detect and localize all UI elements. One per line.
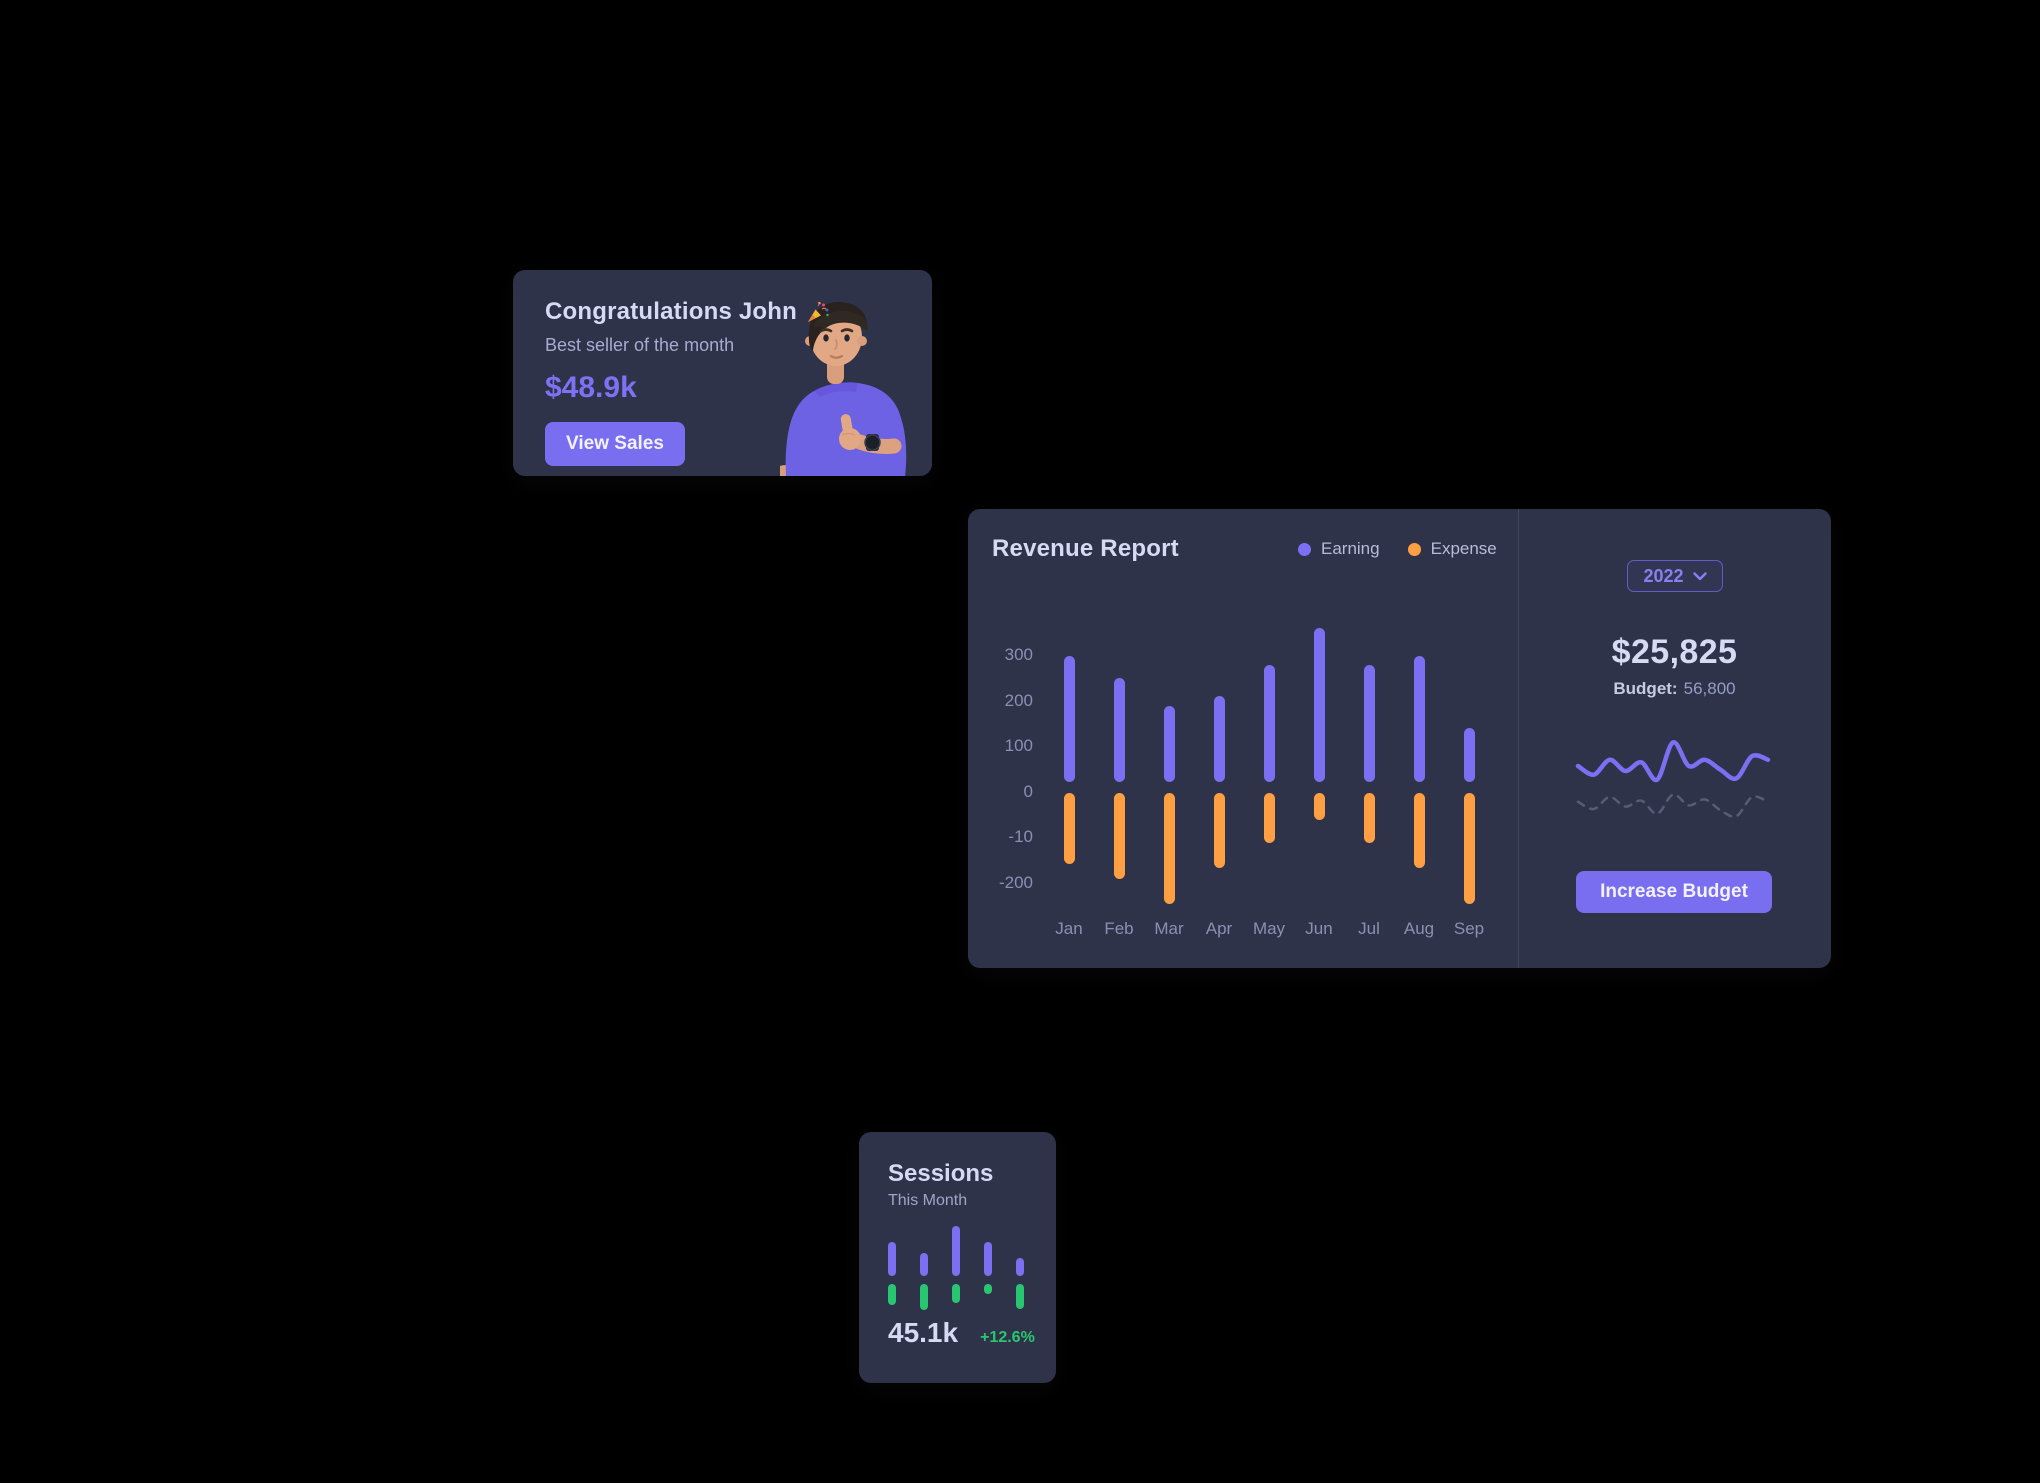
earning-bar bbox=[1213, 696, 1225, 782]
sessions-stats: 45.1k +12.6% bbox=[888, 1317, 1035, 1349]
john-illustration bbox=[780, 302, 907, 476]
budget-line-solid bbox=[1575, 740, 1771, 783]
earning-bar bbox=[1313, 628, 1325, 782]
expense-bar bbox=[1413, 793, 1425, 869]
sessions-up-bar bbox=[888, 1242, 896, 1276]
sessions-title: Sessions bbox=[888, 1160, 994, 1187]
congrats-amount: $48.9k bbox=[545, 371, 637, 404]
year-select[interactable]: 2022 bbox=[1627, 560, 1723, 592]
congrats-title-text: Congratulations John bbox=[545, 298, 797, 325]
sessions-down-bar bbox=[952, 1284, 960, 1303]
sessions-up-bar bbox=[920, 1252, 928, 1276]
x-axis-label: Jul bbox=[1358, 919, 1380, 938]
sessions-value: 45.1k bbox=[888, 1317, 959, 1348]
sessions-delta: +12.6% bbox=[980, 1329, 1035, 1346]
panel-divider bbox=[1518, 509, 1519, 968]
chevron-down-icon bbox=[1692, 571, 1707, 580]
congrats-card: Congratulations John Best seller of the … bbox=[513, 270, 932, 476]
legend-label: Expense bbox=[1430, 539, 1497, 558]
budget-line-chart bbox=[1575, 740, 1771, 818]
x-axis-label: Mar bbox=[1154, 919, 1184, 938]
y-axis-tick: 300 bbox=[1004, 645, 1033, 664]
sessions-mini-chart bbox=[859, 1132, 1056, 1383]
expense-bar bbox=[1163, 793, 1175, 905]
y-axis-tick: -200 bbox=[998, 872, 1033, 892]
expense-bar bbox=[1113, 793, 1125, 880]
sessions-down-bar bbox=[888, 1284, 896, 1305]
x-axis-label: Feb bbox=[1104, 919, 1134, 938]
sessions-down-bar bbox=[920, 1284, 928, 1310]
revenue-report-card: Revenue Report Earning Expense 300 200 100 0… bbox=[968, 509, 1831, 968]
x-axis-label: Jun bbox=[1305, 919, 1333, 938]
sessions-up-bar bbox=[1016, 1257, 1024, 1276]
revenue-legend: Earning Expense bbox=[1298, 539, 1497, 559]
view-sales-button[interactable]: View Sales bbox=[545, 422, 685, 466]
x-axis-label: Aug bbox=[1403, 919, 1435, 938]
revenue-report-title: Revenue Report bbox=[992, 535, 1179, 562]
sessions-down-bar bbox=[1016, 1284, 1024, 1309]
sessions-subtitle: This Month bbox=[888, 1192, 968, 1209]
expense-bar bbox=[1463, 793, 1475, 905]
year-select-value: 2022 bbox=[1643, 565, 1684, 586]
sessions-up-bar bbox=[984, 1242, 992, 1276]
congrats-subtitle: Best seller of the month bbox=[545, 335, 735, 355]
budget-label: Budget: bbox=[1613, 679, 1678, 698]
budget-value: 56,800 bbox=[1683, 679, 1736, 698]
earning-bar bbox=[1363, 664, 1375, 782]
legend-dot bbox=[1298, 542, 1311, 556]
legend-item-expense: Expense bbox=[1407, 539, 1497, 559]
budget-row: Budget: 56,800 bbox=[1518, 679, 1831, 699]
budget-total: $25,825 bbox=[1611, 633, 1738, 671]
y-axis-tick: 200 bbox=[1004, 690, 1033, 710]
legend-dot bbox=[1407, 542, 1421, 556]
increase-budget-button[interactable]: Increase Budget bbox=[1576, 871, 1772, 913]
x-axis-label: Jan bbox=[1055, 919, 1083, 938]
budget-line-dashed bbox=[1576, 793, 1770, 818]
x-axis-label: Apr bbox=[1205, 919, 1233, 938]
expense-bar bbox=[1313, 793, 1325, 821]
revenue-bar-chart: 300 200 100 0 -10 -200 Jan Feb Mar Apr May Jun Jul Au… bbox=[968, 509, 1518, 968]
party-popper-icon bbox=[808, 301, 829, 322]
earning-bar bbox=[1113, 678, 1125, 782]
earning-bar bbox=[1063, 655, 1075, 782]
x-axis-label: Sep bbox=[1453, 919, 1485, 938]
expense-bar bbox=[1063, 793, 1075, 864]
legend-label: Earning bbox=[1321, 539, 1380, 558]
sessions-down-bar bbox=[984, 1284, 992, 1294]
sessions-card: Sessions This Month 45.1k +12.6% bbox=[859, 1132, 1056, 1383]
sessions-up-bar bbox=[952, 1225, 960, 1276]
expense-bar bbox=[1363, 793, 1375, 844]
earning-bar bbox=[1163, 705, 1175, 782]
expense-bar bbox=[1213, 793, 1225, 869]
x-axis-label: May bbox=[1252, 919, 1286, 938]
legend-item-earning: Earning bbox=[1298, 539, 1380, 559]
earning-bar bbox=[1413, 655, 1425, 782]
y-axis-tick: 100 bbox=[1004, 736, 1033, 755]
earning-bar bbox=[1463, 728, 1475, 782]
y-axis-tick: 0 bbox=[1023, 781, 1033, 801]
y-axis-tick: -10 bbox=[1008, 827, 1033, 846]
expense-bar bbox=[1263, 793, 1275, 844]
congrats-title: Congratulations John bbox=[545, 298, 830, 326]
earning-bar bbox=[1263, 664, 1275, 782]
